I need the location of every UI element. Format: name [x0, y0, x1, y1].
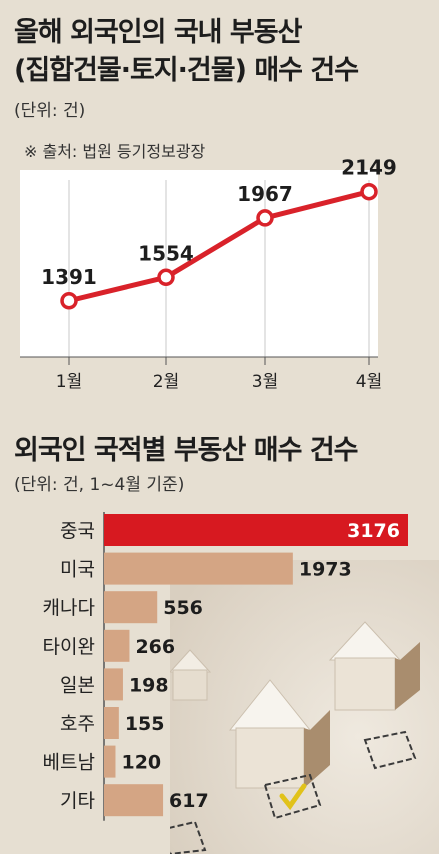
x-tick-label: 3월 — [252, 372, 278, 392]
house-photo — [170, 560, 439, 854]
x-tick-label: 1월 — [56, 372, 82, 392]
title-line-2: (집합건물·토지·건물) 매수 건수 — [14, 55, 359, 86]
plot-area — [20, 170, 378, 357]
bar — [104, 668, 123, 701]
data-label: 1554 — [138, 241, 194, 265]
data-source: ※ 출처: 법원 등기정보광장 — [24, 142, 206, 161]
line-chart: 1391 1월 1554 2월 1967 3월 2149 4월 — [20, 156, 397, 392]
data-point — [60, 292, 78, 310]
value-label: 266 — [135, 636, 175, 658]
value-label: 198 — [129, 674, 169, 696]
bar — [104, 514, 408, 546]
series-line — [68, 189, 370, 304]
category-label: 일본 — [60, 674, 95, 696]
bar — [104, 629, 130, 662]
bar — [104, 707, 119, 739]
data-point — [256, 209, 274, 227]
data-label: 2149 — [341, 156, 397, 180]
bar — [104, 591, 158, 624]
value-label: 556 — [163, 597, 203, 619]
bar — [104, 745, 116, 778]
value-label: 3176 — [347, 520, 400, 542]
category-label: 호주 — [60, 713, 95, 735]
line-chart-unit: (단위: 건) — [14, 101, 86, 121]
x-tick-label: 2월 — [153, 372, 179, 392]
value-label: 1973 — [299, 559, 352, 581]
category-label: 중국 — [60, 520, 95, 542]
checkbox-icon — [363, 730, 417, 770]
value-label: 155 — [125, 713, 165, 735]
data-label: 1967 — [237, 182, 293, 206]
value-label: 617 — [169, 790, 209, 812]
data-point — [157, 268, 175, 287]
category-label: 베트남 — [43, 752, 95, 774]
bar-chart-title: 외국인 국적별 부동산 매수 건수 — [14, 435, 359, 466]
bar-chart-unit: (단위: 건, 1~4월 기준) — [14, 475, 185, 495]
category-label: 캐나다 — [43, 597, 95, 619]
category-label: 타이완 — [43, 636, 95, 658]
category-label: 미국 — [60, 559, 95, 581]
bar — [104, 552, 293, 585]
category-label: 기타 — [60, 790, 95, 812]
checkbox-icon — [263, 773, 322, 820]
data-label: 1391 — [41, 265, 97, 289]
line-chart-title: 올해 외국인의 국내 부동산 (집합건물·토지·건물) 매수 건수 — [14, 14, 434, 90]
bar — [104, 784, 164, 817]
title-line-1: 올해 외국인의 국내 부동산 — [14, 17, 302, 48]
house-icon — [328, 621, 420, 711]
checkbox-icon — [170, 820, 207, 854]
data-point — [360, 182, 378, 201]
house-icon — [170, 649, 212, 701]
x-tick-label: 4월 — [356, 372, 382, 392]
value-label: 120 — [121, 752, 161, 774]
